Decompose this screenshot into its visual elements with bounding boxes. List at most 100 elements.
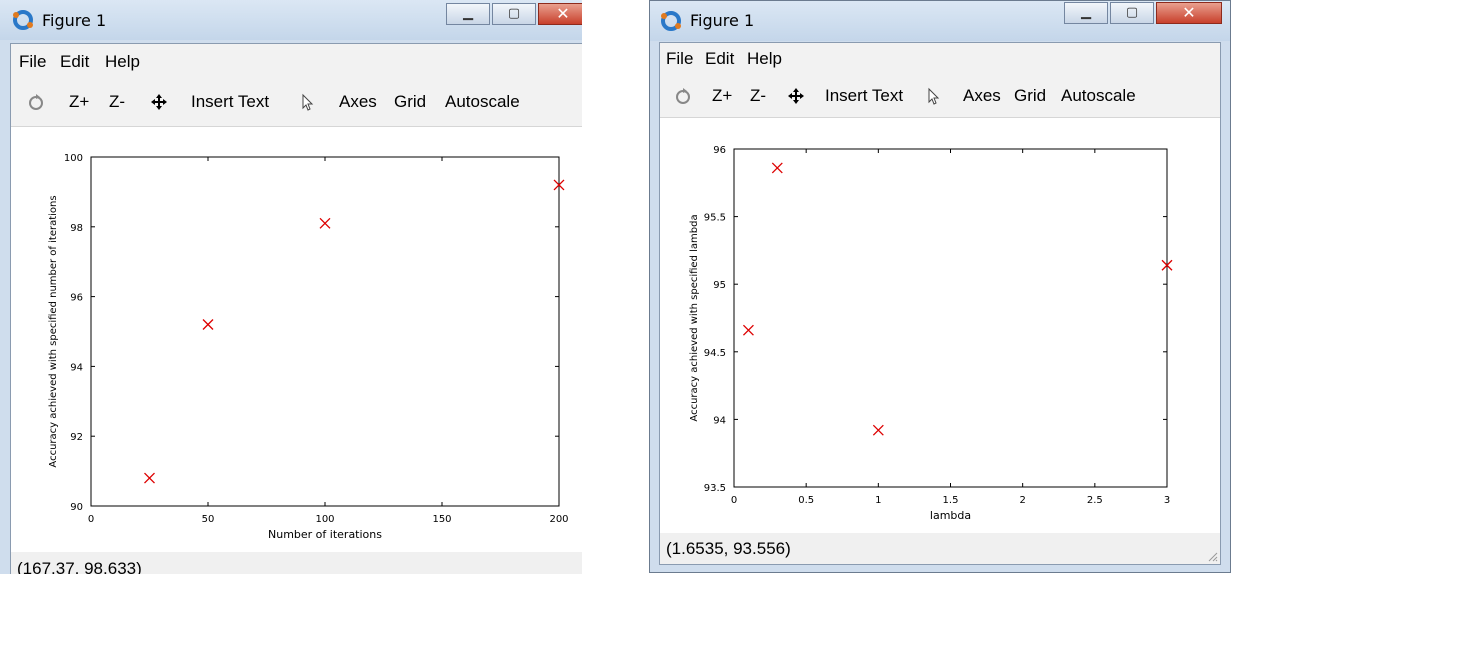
marker-stroke — [144, 472, 155, 484]
y-tick-label: 90 — [70, 502, 83, 513]
data-point-marker — [742, 324, 754, 336]
cursor-coordinates: (167.37, 98.633) — [17, 559, 142, 574]
close-button[interactable]: ✕ — [538, 3, 582, 25]
plot-area-2[interactable]: 0 0.5 1 1.5 2 2.5 3 93.5 94 94.5 95 95.5 96 lambda Acc… — [660, 118, 1220, 533]
figure-client: File Edit Help Z+ Z- Insert Text Axes Gr… — [659, 42, 1221, 565]
minimize-button[interactable]: ▁ — [1064, 2, 1108, 24]
title-bar[interactable]: Figure 1 ▁ ▢ ✕ — [0, 0, 582, 40]
rotate-icon[interactable] — [674, 87, 692, 105]
minimize-icon: ▁ — [463, 6, 473, 21]
x-tick-label: 1.5 — [943, 495, 959, 506]
x-tick-label: 0.5 — [798, 495, 814, 506]
x-tick-label: 0 — [88, 514, 94, 525]
cursor-coordinates: (1.6535, 93.556) — [666, 539, 791, 558]
y-tick-label: 96 — [70, 293, 83, 304]
y-tick-label: 94 — [713, 415, 726, 426]
axes-box — [90, 156, 560, 507]
menu-edit[interactable]: Edit — [705, 49, 735, 68]
y-tick-label: 95 — [713, 280, 726, 291]
data-point-marker — [553, 179, 565, 191]
marker-stroke — [742, 324, 754, 336]
maximize-button[interactable]: ▢ — [492, 3, 536, 25]
data-point-marker — [771, 162, 783, 174]
minimize-button[interactable]: ▁ — [446, 3, 490, 25]
x-axis-label: Number of iterations — [268, 528, 382, 541]
rotate-icon[interactable] — [27, 93, 45, 111]
x-tick-label: 2.5 — [1087, 495, 1103, 506]
zoom-out-button[interactable]: Z- — [750, 86, 767, 105]
axes-button[interactable]: Axes — [963, 86, 1001, 105]
select-pointer-icon[interactable] — [299, 93, 317, 111]
y-tick-label: 95.5 — [704, 213, 726, 224]
zoom-in-button[interactable]: Z+ — [69, 92, 90, 111]
pan-icon[interactable] — [787, 87, 805, 105]
marker-stroke — [872, 424, 884, 436]
menu-help[interactable]: Help — [105, 52, 140, 71]
close-icon: ✕ — [556, 4, 570, 23]
marker-stroke — [553, 179, 565, 191]
figure-window-1: Figure 1 ▁ ▢ ✕ File Edit Help Z+ Z- Inse… — [0, 0, 582, 574]
x-tick-label: 1 — [875, 495, 881, 506]
axes-box — [733, 148, 1168, 488]
x-tick-label: 200 — [549, 514, 568, 525]
insert-text-button[interactable]: Insert Text — [191, 92, 270, 111]
grid-button[interactable]: Grid — [394, 92, 427, 111]
menu-help[interactable]: Help — [747, 49, 782, 68]
data-point-marker — [1161, 259, 1173, 271]
y-tick-label: 92 — [70, 432, 83, 443]
axes-button[interactable]: Axes — [339, 92, 377, 111]
maximize-icon: ▢ — [507, 6, 521, 21]
marker-stroke — [1161, 259, 1173, 271]
x-tick-label: 2 — [1019, 495, 1025, 506]
menu-file[interactable]: File — [666, 49, 694, 68]
y-axis-label: Accuracy achieved with specified lambda — [689, 214, 700, 421]
marker-stroke — [319, 217, 331, 229]
select-pointer-icon[interactable] — [925, 87, 943, 105]
y-tick-label: 96 — [713, 145, 726, 156]
x-tick-label: 150 — [432, 514, 451, 525]
menu-file[interactable]: File — [19, 52, 47, 71]
data-point-marker — [319, 217, 331, 229]
zoom-in-button[interactable]: Z+ — [712, 86, 733, 105]
menu-bar: File Edit Help — [660, 43, 1220, 79]
y-tick-label: 100 — [64, 153, 83, 164]
zoom-out-button[interactable]: Z- — [109, 92, 126, 111]
autoscale-button[interactable]: Autoscale — [445, 92, 520, 111]
y-tick-label: 94.5 — [704, 348, 726, 359]
grid-button[interactable]: Grid — [1014, 86, 1047, 105]
close-icon: ✕ — [1182, 3, 1196, 22]
title-bar[interactable]: Figure 1 ▁ ▢ ✕ — [650, 1, 1230, 41]
y-tick-label: 94 — [70, 362, 83, 373]
y-axis-label: Accuracy achieved with specified number … — [48, 195, 59, 467]
maximize-button[interactable]: ▢ — [1110, 2, 1154, 24]
insert-text-button[interactable]: Insert Text — [825, 86, 904, 105]
x-tick-label: 100 — [315, 514, 334, 525]
resize-grip-icon[interactable] — [1206, 550, 1218, 562]
plot-area-1[interactable]: 0 50 100 150 200 90 92 94 96 98 100 Number of itera… — [11, 126, 582, 554]
marker-stroke — [202, 319, 214, 330]
figure-client: File Edit Help Z+ Z- Insert Text Axes Gr… — [10, 43, 582, 574]
y-tick-label: 93.5 — [704, 483, 726, 494]
octave-app-icon — [661, 11, 681, 31]
status-bar: (1.6535, 93.556) — [660, 533, 1220, 564]
menu-bar: File Edit Help — [11, 44, 582, 80]
x-tick-label: 0 — [731, 495, 737, 506]
status-bar: (167.37, 98.633) — [11, 552, 582, 574]
marker-stroke — [771, 162, 783, 174]
autoscale-button[interactable]: Autoscale — [1061, 86, 1136, 105]
figure-window-2: Figure 1 ▁ ▢ ✕ File Edit Help Z+ Z- Inse… — [649, 0, 1231, 573]
menu-edit[interactable]: Edit — [60, 52, 90, 71]
y-tick-label: 98 — [70, 223, 83, 234]
window-title: Figure 1 — [690, 11, 755, 30]
data-point-marker — [872, 424, 884, 436]
minimize-icon: ▁ — [1081, 5, 1091, 20]
x-tick-label: 3 — [1164, 495, 1170, 506]
close-button[interactable]: ✕ — [1156, 2, 1222, 24]
maximize-icon: ▢ — [1125, 5, 1139, 20]
toolbar: Z+ Z- Insert Text Axes Grid Autoscale — [660, 75, 1220, 118]
pan-icon[interactable] — [150, 93, 168, 111]
data-point-marker — [202, 319, 214, 330]
window-title: Figure 1 — [42, 11, 107, 30]
octave-app-icon — [13, 10, 33, 30]
x-axis-label: lambda — [930, 509, 971, 522]
